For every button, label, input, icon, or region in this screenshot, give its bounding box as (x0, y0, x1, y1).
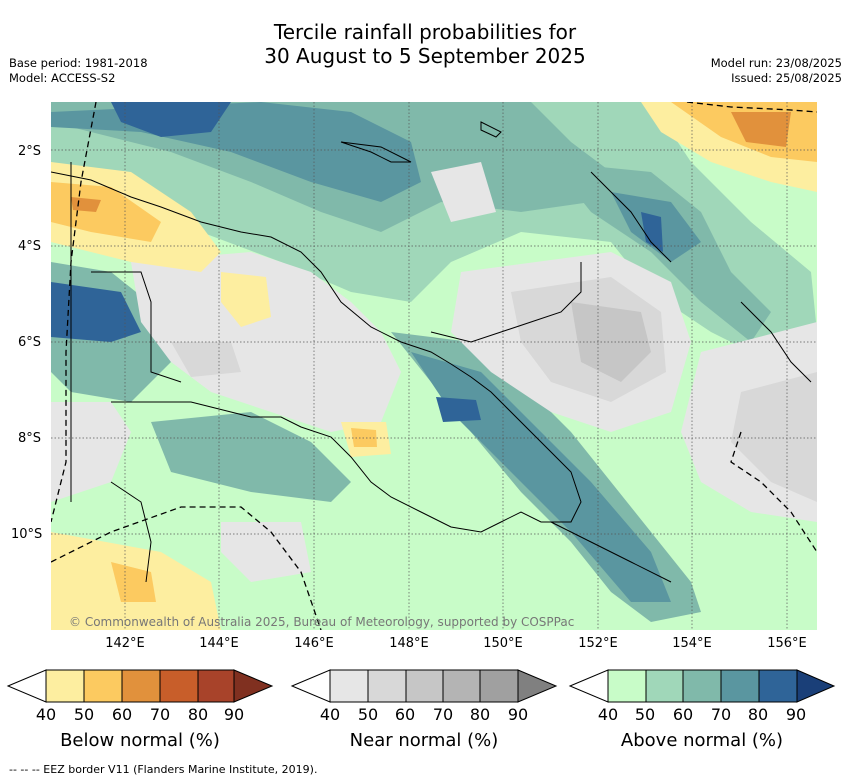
eez-footnote: -- -- -- EEZ border V11 (Flanders Marine… (9, 763, 318, 776)
lon-label-150e: 150°E (483, 636, 523, 651)
near-normal-label: Near normal (%) (349, 730, 499, 751)
map-panel: © Commonwealth of Australia 2025, Bureau… (51, 102, 817, 630)
near-swatch-5 (479, 669, 519, 703)
below-tick-50: 50 (73, 705, 95, 724)
map-canvas: © Commonwealth of Australia 2025, Bureau… (51, 102, 817, 630)
near-tick-40: 40 (319, 705, 341, 724)
lat-label-8s: 8°S (18, 431, 42, 446)
above-tick-90: 90 (785, 705, 807, 724)
eez-borders (51, 102, 817, 630)
lon-label-146e: 146°E (294, 636, 334, 651)
above-normal-label: Above normal (%) (620, 730, 784, 751)
lat-label-4s: 4°S (18, 239, 42, 254)
above-swatch-3 (682, 669, 722, 703)
near-swatch-4 (442, 669, 481, 703)
model-name: Model: ACCESS-S2 (9, 71, 116, 85)
near-swatch-6 (517, 669, 558, 703)
below-tick-90: 90 (223, 705, 245, 724)
above-swatch-2 (645, 669, 684, 703)
near-swatch-3 (405, 669, 444, 703)
lon-label-152e: 152°E (578, 636, 618, 651)
near-swatch-1 (329, 669, 369, 703)
base-period: Base period: 1981-2018 (9, 56, 148, 70)
above-swatch-5 (758, 669, 798, 703)
below-swatch-5 (197, 669, 235, 703)
map-grid (51, 102, 817, 630)
above-swatch-4 (720, 669, 760, 703)
below-tick-80: 80 (187, 705, 209, 724)
below-tick-40: 40 (35, 705, 57, 724)
below-tick-60: 60 (111, 705, 133, 724)
below-swatch-3 (121, 669, 161, 703)
below-normal-field (51, 102, 817, 630)
lon-label-156e: 156°E (767, 636, 807, 651)
model-run: Model run: 23/08/2025 (710, 56, 842, 70)
lat-label-10s: 10°S (11, 527, 43, 542)
colorbar-below (6, 669, 274, 703)
colorbar-near (290, 669, 558, 703)
map-title: Tercile rainfall probabilities for 30 Au… (0, 20, 850, 68)
below-swatch-4 (159, 669, 199, 703)
near-normal-field (51, 162, 817, 582)
lon-label-148e: 148°E (389, 636, 429, 651)
near-tick-80: 80 (469, 705, 491, 724)
near-tick-60: 60 (394, 705, 416, 724)
near-swatch-2 (367, 669, 407, 703)
lon-label-144e: 144°E (199, 636, 239, 651)
near-tick-50: 50 (357, 705, 379, 724)
colorbars (6, 669, 836, 703)
lat-label-6s: 6°S (18, 335, 42, 350)
above-tick-80: 80 (747, 705, 769, 724)
below-swatch-2 (83, 669, 123, 703)
above-tick-40: 40 (597, 705, 619, 724)
lon-label-142e: 142°E (105, 636, 145, 651)
above-swatch-6 (796, 669, 836, 703)
issued-date: Issued: 25/08/2025 (731, 71, 842, 85)
meta-left: Base period: 1981-2018 Model: ACCESS-S2 (9, 56, 148, 86)
below-normal-label: Below normal (%) (60, 730, 220, 751)
below-swatch-6 (233, 669, 274, 703)
meta-right: Model run: 23/08/2025 Issued: 25/08/2025 (711, 56, 842, 86)
lon-label-154e: 154°E (672, 636, 712, 651)
title-line-2: 30 August to 5 September 2025 (264, 44, 586, 68)
near-tick-90: 90 (507, 705, 529, 724)
near-tick-70: 70 (432, 705, 454, 724)
below-swatch-1 (45, 669, 85, 703)
above-tick-50: 50 (634, 705, 656, 724)
copyright-notice: © Commonwealth of Australia 2025, Bureau… (69, 615, 574, 629)
below-tick-70: 70 (149, 705, 171, 724)
above-tick-70: 70 (710, 705, 732, 724)
lat-label-2s: 2°S (18, 144, 42, 159)
coastlines (51, 121, 812, 583)
above-tick-60: 60 (672, 705, 694, 724)
above-swatch-1 (607, 669, 647, 703)
title-line-1: Tercile rainfall probabilities for (273, 20, 577, 44)
colorbar-above (568, 669, 836, 703)
